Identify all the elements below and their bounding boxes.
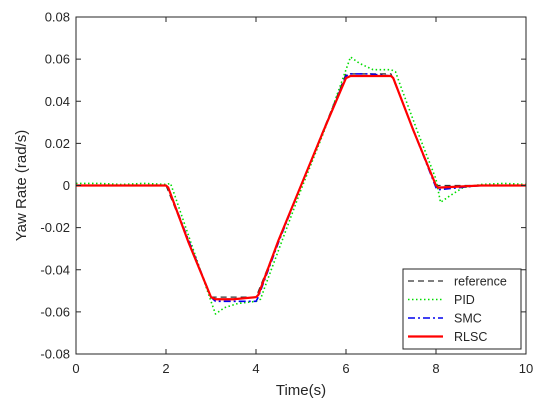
legend-label-rlsc: RLSC [454,330,487,344]
y-tick-label: -0.02 [40,220,70,235]
y-tick-label: -0.04 [40,262,70,277]
y-tick-label: -0.08 [40,347,70,362]
x-axis-label: Time(s) [276,382,326,399]
y-tick-label: 0.02 [45,136,70,151]
y-tick-label: 0.04 [45,94,70,109]
legend-label-pid: PID [454,293,475,307]
x-tick-label: 0 [72,361,79,376]
x-tick-label: 10 [519,361,533,376]
x-tick-label: 2 [162,361,169,376]
series-line-rlsc [76,74,526,301]
legend-label-smc: SMC [454,312,482,326]
y-axis-label: Yaw Rate (rad/s) [13,130,30,241]
legend-label-reference: reference [454,275,507,289]
legend: reference PID SMC RLSC [402,268,522,350]
y-tick-label: 0 [63,178,70,193]
x-tick-label: 4 [252,361,259,376]
x-tick-label: 8 [432,361,439,376]
series-layer [76,56,527,315]
y-tick-label: 0.08 [45,10,70,25]
x-tick-label: 6 [342,361,349,376]
ticks-layer: 0 2 4 6 8 10 -0.08 -0.06 -0.04 -0.02 0 0.02 0.04 0.06… [40,10,533,377]
y-tick-label: 0.06 [45,52,70,67]
y-tick-label: -0.06 [40,304,70,319]
